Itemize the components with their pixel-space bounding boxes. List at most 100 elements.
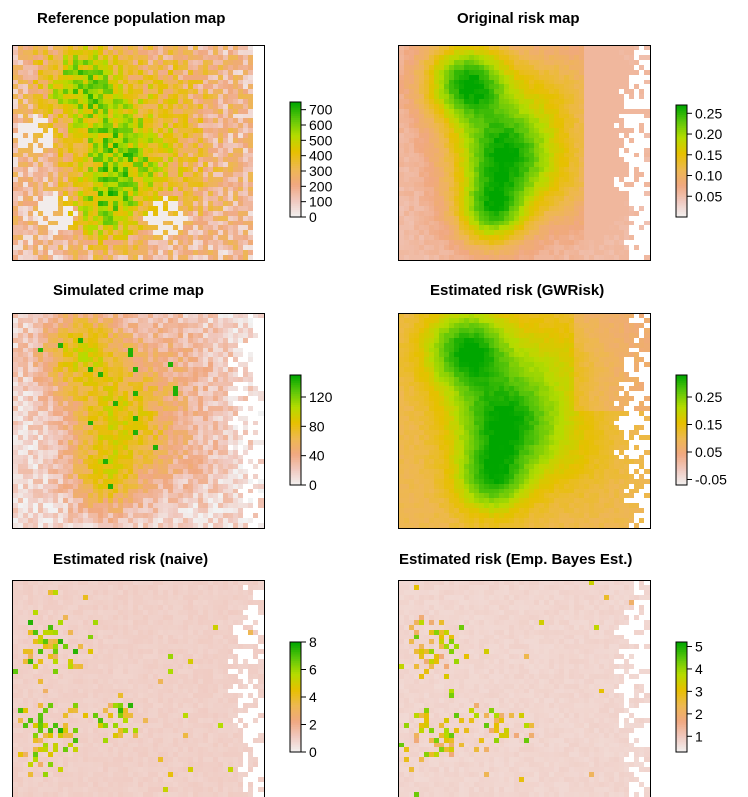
legend-color-step: [676, 118, 687, 121]
legend-color-step: [290, 459, 301, 462]
legend-color-step: [290, 715, 301, 718]
legend-color-step: [290, 395, 301, 398]
legend-color-step: [676, 398, 687, 402]
legend-color-step: [676, 395, 687, 398]
legend-color-step: [676, 697, 687, 700]
legend-color-step: [290, 739, 301, 742]
legend-color-step: [676, 431, 687, 435]
legend-color-step: [290, 647, 301, 650]
legend-color-step: [676, 400, 687, 404]
legend-color-step: [290, 406, 301, 409]
legend-tick-label: 0.25: [695, 105, 722, 121]
legend-color-step: [290, 397, 301, 400]
legend-color-step: [290, 675, 301, 678]
legend-color-step: [676, 695, 687, 698]
legend-tick-label: 4: [695, 661, 703, 677]
legend-color-step: [676, 450, 687, 453]
legend-color-step: [676, 464, 687, 468]
legend-tick-label: 300: [309, 163, 333, 179]
legend-frame: [675, 104, 688, 218]
legend-color-step: [676, 391, 687, 394]
legend-color-step: [290, 649, 301, 652]
legend-color-step: [676, 144, 687, 147]
legend-color-step: [676, 733, 687, 737]
legend-color-step: [676, 415, 687, 418]
legend-color-step: [676, 442, 687, 446]
legend-color-step: [290, 387, 301, 391]
legend-color-step: [676, 172, 687, 175]
legend-color-step: [676, 678, 687, 682]
legend-color-step: [290, 643, 301, 647]
legend-color-step: [290, 722, 301, 726]
legend-color-step: [290, 111, 301, 115]
legend-color-step: [676, 730, 687, 733]
legend-color-step: [290, 676, 301, 680]
legend-color-step: [290, 693, 301, 696]
legend-color-step: [290, 730, 301, 733]
legend-color-step: [290, 698, 301, 702]
legend-estimated-naive: 0 2 4 6 8: [289, 634, 350, 764]
legend-color-step: [290, 419, 301, 422]
legend-color-step: [290, 159, 301, 163]
legend-color-step: [290, 190, 301, 193]
legend-color-step: [676, 106, 687, 110]
legend-tick-label: 0: [309, 744, 317, 760]
legend-color-step: [290, 651, 301, 654]
legend-color-step: [290, 457, 301, 460]
legend-frame: [675, 641, 688, 753]
legend-color-step: [290, 378, 301, 382]
legend-color-step: [290, 446, 301, 449]
legend-color-step: [676, 441, 687, 444]
legend-color-step: [290, 700, 301, 704]
legend-tick-label: 3: [695, 683, 703, 699]
legend-color-step: [290, 682, 301, 685]
legend-color-step: [290, 411, 301, 415]
legend-tick-label: 700: [309, 102, 333, 118]
heatmap-estimated-naive: [12, 580, 265, 797]
legend-color-step: [676, 711, 687, 715]
legend-color-step: [290, 167, 301, 170]
legend-color-step: [676, 731, 687, 735]
legend-color-step: [676, 439, 687, 442]
legend-original-risk: 0.05 0.10 0.15 0.20 0.25: [675, 98, 736, 229]
legend-tick-label: 100: [309, 194, 333, 210]
legend-color-step: [676, 660, 687, 663]
legend-color-step: [676, 724, 687, 727]
legend-color-step: [290, 153, 301, 157]
legend-color-step: [290, 653, 301, 656]
legend-color-step: [676, 209, 687, 212]
legend-estimated-emp-bayes: 1 2 3 4 5: [675, 635, 736, 764]
legend-color-step: [676, 477, 687, 481]
legend-color-step: [290, 128, 301, 132]
legend-tick-label: 0.15: [695, 417, 722, 433]
legend-color-step: [676, 470, 687, 473]
legend-color-step: [676, 676, 687, 680]
legend-color-step: [290, 742, 301, 746]
legend-color-step: [676, 142, 687, 145]
legend-color-step: [290, 207, 301, 210]
legend-color-step: [290, 481, 301, 484]
legend-color-step: [676, 453, 687, 457]
legend-color-step: [290, 479, 301, 482]
legend-color-step: [290, 213, 301, 216]
legend-color-step: [676, 455, 687, 459]
legend-color-step: [290, 464, 301, 468]
legend-color-step: [290, 420, 301, 424]
legend-color-step: [676, 722, 687, 726]
legend-color-step: [290, 691, 301, 694]
legend-color-step: [676, 202, 687, 205]
legend-color-step: [290, 726, 301, 729]
legend-color-step: [676, 472, 687, 475]
legend-color-step: [676, 417, 687, 420]
legend-tick-label: 0.25: [695, 389, 722, 405]
legend-tick-label: 0.20: [695, 126, 722, 142]
legend-color-step: [290, 658, 301, 661]
legend-color-step: [676, 192, 687, 196]
legend-color-step: [290, 695, 301, 698]
legend-color-step: [290, 448, 301, 451]
legend-frame: [675, 374, 688, 486]
legend-color-step: [290, 203, 301, 207]
legend-color-step: [290, 195, 301, 199]
legend-color-step: [290, 706, 301, 709]
